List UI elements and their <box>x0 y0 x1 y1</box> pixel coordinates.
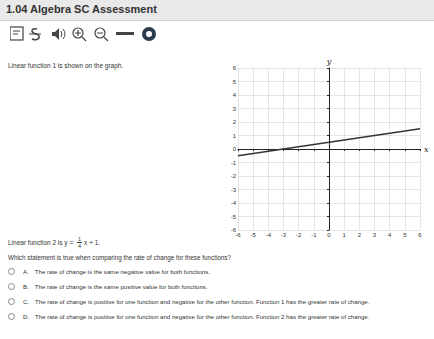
svg-text:3: 3 <box>373 232 377 238</box>
svg-text:6: 6 <box>418 232 422 238</box>
html-text:Linear function 2 is y =: Linear function 2 is y = <box>8 239 75 246</box>
svg-text:-1: -1 <box>231 160 237 166</box>
html-text:1: 1 <box>78 236 82 242</box>
svg-text:y: y <box>326 57 332 66</box>
svg-text:6: 6 <box>233 65 237 71</box>
html-text:The rate of change is positive: The rate of change is positive for one f… <box>35 298 370 305</box>
svg-text:2: 2 <box>358 232 362 238</box>
svg-text:-6: -6 <box>235 232 241 238</box>
svg-text:-1: -1 <box>311 232 317 238</box>
svg-text:-4: -4 <box>266 232 272 238</box>
svg-text:0: 0 <box>233 146 237 152</box>
html-text:C.: C. <box>23 298 30 305</box>
svg-text:-2: -2 <box>296 232 302 238</box>
html-text:The rate of change is the same: The rate of change is the same positive … <box>34 283 208 290</box>
svg-text:5: 5 <box>403 232 407 238</box>
svg-text:-5: -5 <box>250 232 256 238</box>
html-text:The rate of change is the same: The rate of change is the same negative … <box>34 268 210 275</box>
svg-text:2: 2 <box>233 119 237 125</box>
svg-text:5: 5 <box>233 79 237 85</box>
html-text:1.04 Algebra SC Assessment: 1.04 Algebra SC Assessment <box>6 3 157 15</box>
svg-text:0: 0 <box>327 232 331 238</box>
svg-text:1: 1 <box>342 232 346 238</box>
svg-text:-3: -3 <box>281 232 287 238</box>
svg-text:-4: -4 <box>231 200 237 206</box>
svg-text:3: 3 <box>233 106 237 112</box>
svg-text:-2: -2 <box>231 173 237 179</box>
svg-text:1: 1 <box>233 133 237 139</box>
svg-text:-5: -5 <box>231 214 237 220</box>
html-text:Which statement is true when c: Which statement is true when comparing t… <box>8 254 231 261</box>
html-text:The rate of change is positive: The rate of change is positive for one f… <box>35 313 370 320</box>
svg-text:4: 4 <box>388 232 392 238</box>
svg-text:4: 4 <box>233 92 237 98</box>
html-text:Linear function 1 is shown on: Linear function 1 is shown on the graph. <box>8 62 124 69</box>
svg-text:-3: -3 <box>231 187 237 193</box>
svg-text:x: x <box>424 145 429 154</box>
svg-text:-6: -6 <box>230 227 236 233</box>
html-text:D.: D. <box>23 313 30 320</box>
html-text:A.: A. <box>23 268 29 275</box>
html-text:4 x + 1.: 4 x + 1. <box>78 239 101 249</box>
html-text:B.: B. <box>23 283 29 290</box>
